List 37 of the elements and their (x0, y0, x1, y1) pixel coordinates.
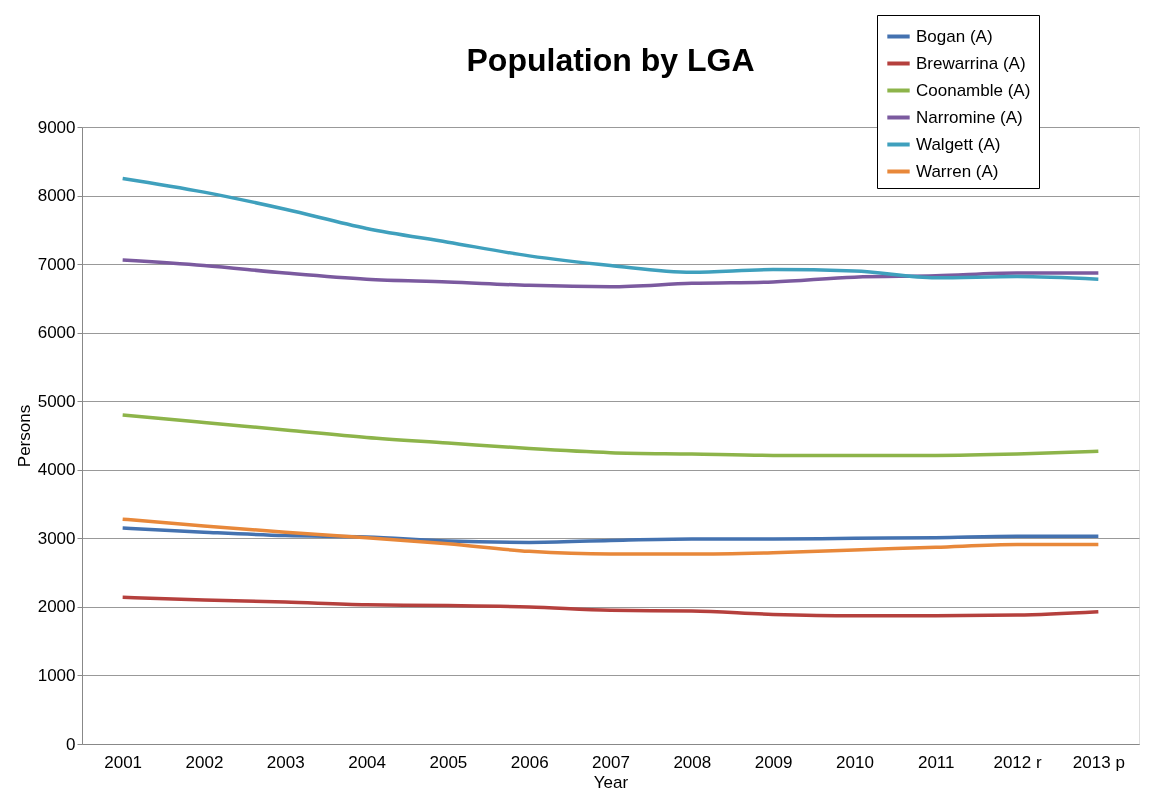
y-tick-label: 4000 (37, 460, 76, 480)
legend-label: Walgett (A) (916, 134, 1001, 154)
line-series (120, 258, 1101, 289)
y-tick-label: 1000 (37, 665, 76, 685)
y-tick-label: 9000 (37, 117, 76, 137)
x-tick-label: 2003 (266, 752, 305, 772)
y-tick-label: 7000 (37, 254, 76, 274)
x-tick-label: 2004 (348, 752, 386, 772)
x-tick-label: 2006 (510, 752, 549, 772)
line-series (120, 517, 1101, 556)
x-tick-label: 2013 p (1072, 752, 1125, 772)
y-tick-label: 0 (66, 734, 76, 754)
y-tick-label: 5000 (37, 391, 76, 411)
x-tick-label: 2005 (429, 752, 468, 772)
chart-title: Population by LGA (466, 42, 755, 78)
x-tick-label: 2007 (592, 752, 630, 772)
x-tick-label: 2008 (673, 752, 712, 772)
legend-label: Warren (A) (916, 161, 999, 181)
x-tick-label: 2012 r (993, 752, 1042, 772)
line-series (120, 413, 1101, 458)
line-series (120, 526, 1101, 545)
x-tick-label: 2011 (917, 752, 955, 772)
x-tick-label: 2009 (754, 752, 793, 772)
legend-label: Brewarrina (A) (916, 53, 1026, 73)
y-tick-label: 3000 (37, 528, 76, 548)
y-tick-label: 8000 (37, 186, 76, 206)
y-tick-label: 2000 (37, 597, 76, 617)
x-tick-label: 2001 (104, 752, 143, 772)
y-tick-label: 6000 (37, 323, 76, 343)
y-axis-title: Persons (14, 404, 34, 468)
legend-label: Coonamble (A) (916, 80, 1031, 100)
line-series (120, 595, 1101, 618)
legend-label: Bogan (A) (916, 26, 993, 46)
x-tick-label: 2002 (185, 752, 224, 772)
legend-label: Narromine (A) (916, 107, 1023, 127)
x-axis-title: Year (593, 772, 629, 792)
x-tick-label: 2010 (836, 752, 874, 772)
